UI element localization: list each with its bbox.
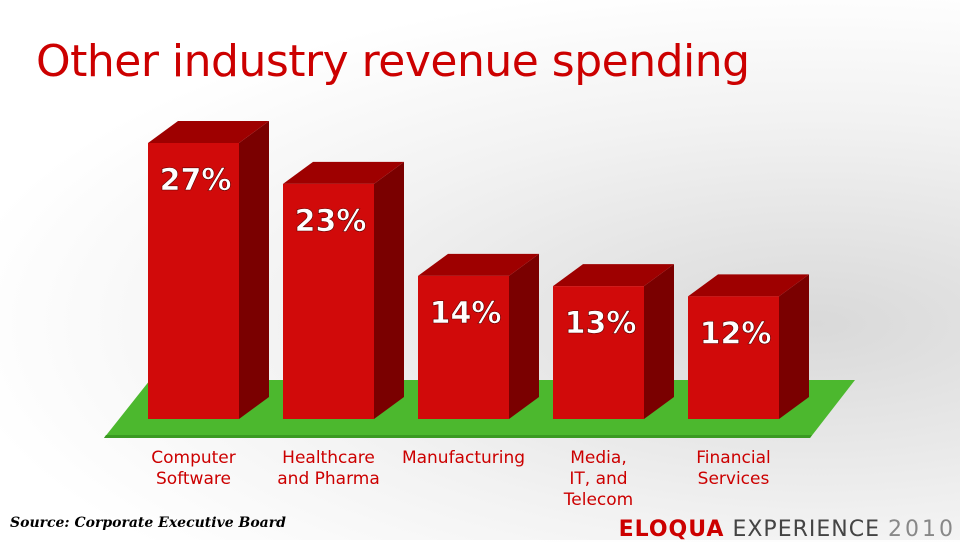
brand-word: EXPERIENCE (732, 517, 880, 542)
category-label: Healthcare and Pharma (277, 448, 380, 489)
bar-5 (688, 296, 779, 419)
bar-4-value-label: 13% (565, 306, 637, 341)
bar-3-value-label: 14% (430, 296, 502, 331)
bar-1 (148, 143, 239, 419)
bar-2 (283, 183, 374, 419)
bar-5-value-label: 12% (700, 316, 772, 351)
slide-title: Other industry revenue spending (36, 36, 750, 87)
brand-name: ELOQUA (618, 517, 725, 542)
bar-4 (553, 286, 644, 419)
brand-logo: ELOQUA EXPERIENCE 2010 (619, 517, 956, 542)
bar-3-side (509, 253, 539, 419)
bar-2-top (283, 161, 404, 184)
bar-4-side (644, 264, 674, 419)
bar-5-top (688, 274, 809, 297)
bar-4-top (553, 264, 674, 287)
category-label: Computer Software (151, 448, 236, 489)
bar-3-top (418, 253, 539, 276)
bar-1-top (148, 121, 269, 143)
source-note: Source: Corporate Executive Board (10, 515, 286, 531)
category-label: Manufacturing (401, 448, 526, 468)
category-label: Media, IT, and Telecom (563, 448, 634, 510)
bar-5-side (779, 274, 809, 419)
bar-1-side (239, 121, 269, 419)
bar-2-side (374, 161, 404, 419)
category-label: Financial Services (696, 448, 771, 489)
chart-floor-edge (104, 435, 812, 438)
bar-2-value-label: 23% (295, 204, 367, 239)
bar-3 (418, 275, 509, 419)
brand-year: 2010 (888, 517, 956, 542)
bar-1-value-label: 27% (160, 163, 232, 198)
